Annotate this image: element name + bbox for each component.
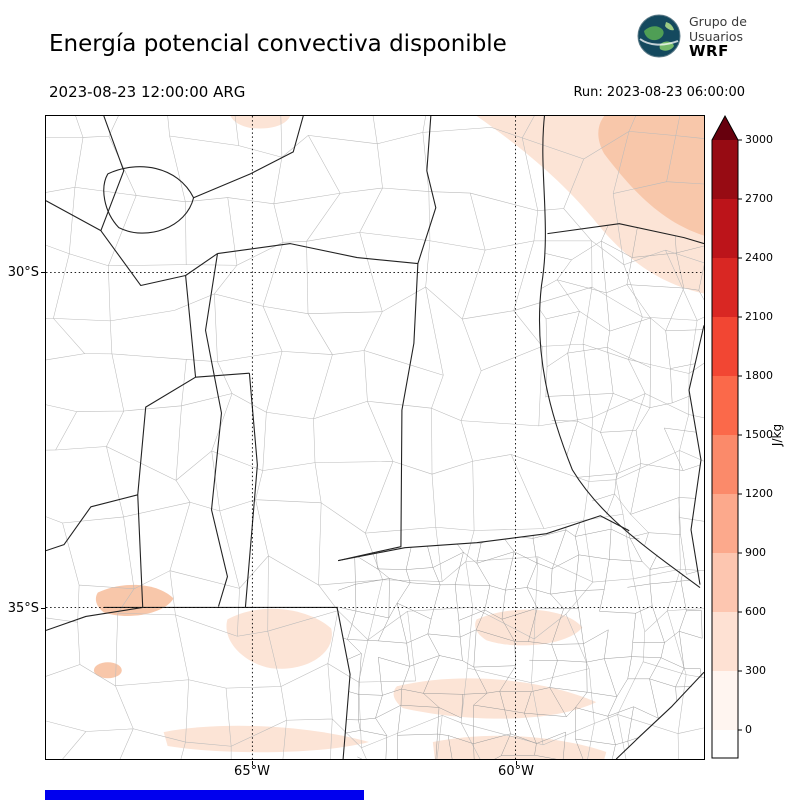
province-border-line [688,325,704,585]
colorbar-tick-label: 900 [745,546,766,559]
colorbar [711,114,742,759]
lat-tick-label-35s: 35°S [7,601,39,616]
colorbar-segment [712,140,738,199]
province-border-line [538,116,701,588]
colorbar-tick-label: 3000 [745,133,773,146]
lon-tick-mark [252,761,253,765]
footer-bar [45,790,364,800]
lat-tick-label-30s: 30°S [7,265,39,280]
province-border-line [204,253,229,607]
province-border-line [338,515,630,562]
logo-text: Grupo de Usuarios WRF [689,14,747,59]
colorbar-tick-label: 1200 [745,487,773,500]
province-border-line [100,116,125,231]
province-border-line [193,116,304,199]
province-border-line [217,243,418,265]
province-border-line [615,671,704,759]
colorbar-over-arrow [712,116,738,140]
colorbar-segment [712,258,738,317]
colorbar-tick-label: 2100 [745,310,773,323]
colorbar-tick-marks [738,139,742,731]
colorbar-segment [712,317,738,376]
colorbar-segment [712,553,738,612]
colorbar-unit-label: J/kg [770,423,785,447]
cape-shading-region [598,116,704,236]
lon-tick-mark [516,761,517,765]
map-svg [46,116,704,759]
colorbar-segment [712,494,738,553]
province-border-line [337,116,437,562]
province-border-line [547,223,704,245]
lat-tick-mark [41,272,45,273]
province-borders-layer [46,116,704,759]
colorbar-tick-label: 0 [745,723,752,736]
cape-shading-region [393,678,597,719]
colorbar-under-segment [712,730,738,758]
logo-text-line1: Grupo de [689,13,747,29]
province-border-line [103,166,195,234]
logo-text-line2: Usuarios [689,28,744,44]
valid-time-label: 2023-08-23 12:00:00 ARG [49,83,246,101]
colorbar-tick-label: 600 [745,605,766,618]
logo-text-line3: WRF [689,41,729,60]
cape-shading-region [95,584,174,616]
map-canvas [45,115,705,760]
cape-shading-region [230,116,291,129]
globe-icon [637,14,681,58]
colorbar-segment [712,435,738,494]
province-border-line [46,200,218,287]
cape-shading-region [432,735,607,759]
province-border-line [137,372,250,608]
cape-shading-region [226,608,332,669]
cape-shading-region [93,662,122,679]
colorbar-segment [712,376,738,435]
province-border-line [46,494,138,552]
cape-shading-region [163,725,370,753]
province-border-line [244,373,258,608]
lat-tick-mark [41,608,45,609]
province-border-line [185,275,197,378]
department-boundaries-layer [46,116,704,759]
lon-tick-label-60w: 60°W [498,764,534,779]
province-border-line [46,606,143,631]
colorbar-segment [712,199,738,258]
colorbar-segment [712,671,738,730]
figure-title: Energía potencial convectiva disponible [49,31,507,57]
colorbar-tick-label: 2700 [745,192,773,205]
run-time-label: Run: 2023-08-23 06:00:00 [573,85,745,100]
colorbar-tick-label: 1800 [745,369,773,382]
lon-tick-label-65w: 65°W [234,764,270,779]
colorbar-tick-label: 2400 [745,251,773,264]
colorbar-tick-label: 300 [745,664,766,677]
province-border-line [336,607,351,759]
wrf-logo: Grupo de Usuarios WRF [636,13,747,59]
colorbar-outline [711,114,739,759]
gridlines-layer [46,116,704,759]
colorbar-tick-label: 1500 [745,428,773,441]
colorbar-segment [712,612,738,671]
